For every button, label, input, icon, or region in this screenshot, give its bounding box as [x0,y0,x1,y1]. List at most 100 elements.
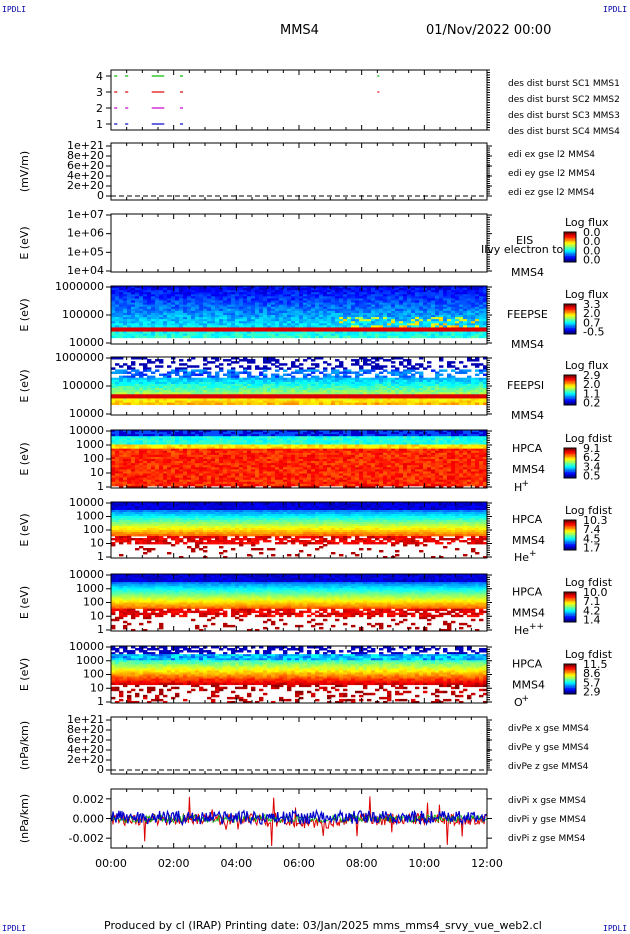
feepsi-cell [383,365,388,368]
feepsi-cell [195,402,200,406]
feepsi-cell [279,388,284,391]
feepse-cell [219,308,224,312]
feepsi-cell [363,390,368,393]
feepse-cell [115,292,120,295]
feepse-cell [343,335,348,339]
feepse-cell [447,290,452,293]
feepse-cell [279,304,284,308]
hpca_h-cell [119,456,124,460]
feepsi-cell [263,400,268,403]
feepsi-cell [175,373,180,377]
feepsi-cell [343,369,348,372]
feepsi-cell [467,377,472,381]
feepse-cell [299,331,304,335]
feepse-cell [171,304,176,308]
feepse-cell [247,327,252,330]
feepsi-cell [359,383,364,387]
feepsi-cell [439,365,444,368]
feepse-cell [343,333,348,337]
feepse-cell [171,329,176,332]
feepsi-cell [411,365,416,368]
feepse-cell [243,300,248,303]
feepse-cell [279,286,284,289]
feepsi-cell [371,365,376,368]
feepse-cell [251,288,256,291]
feepse-cell [315,288,320,291]
feepsi-cell [447,402,452,406]
feepsi-cell [247,394,252,397]
feepsi-cell [399,357,404,360]
feepse-cell [175,317,180,320]
feepse-cell [203,327,208,330]
edi-frame [110,142,488,201]
feepse-cell [135,286,140,289]
feepsi-cell [463,402,468,406]
feepse-cell [135,331,140,335]
feepse-cell [159,286,164,289]
feepsi-cell [271,394,276,397]
feepse-cell [427,329,432,332]
feepse-cell [199,290,204,293]
feepse-cell [135,323,140,326]
feepse-cell [427,292,432,295]
feepse-cell [351,300,356,303]
feepse-cell [363,294,368,297]
feepsi-cell [179,388,184,391]
feepse-cell [387,308,392,312]
feepse-cell [411,317,416,320]
feepsi-cell [163,375,168,379]
feepse-cell [367,286,372,289]
feepse-cell [159,304,164,308]
feepse-cell [319,308,324,312]
feepse-cell [279,325,284,328]
feepse-cell [435,310,440,314]
feepse-cell [367,306,372,310]
feepsi-cell [247,377,252,381]
feepse-cell [379,312,384,316]
feepse-cell [199,300,204,303]
feepse-cell [255,290,260,293]
feepse-cell [207,290,212,293]
feepsi-cell [339,375,344,379]
feepsi-cell [291,361,296,364]
feepsi-cell [275,398,280,401]
feepse-cell [155,310,160,314]
feepse-cell [371,331,376,335]
feepsi-cell [391,402,396,406]
feepse-cell [231,331,236,335]
feepsi-cell [483,386,488,389]
feepse-cell [391,335,396,339]
feepse-cell [475,302,480,306]
feepse-cell [411,308,416,312]
feepse-cell [463,302,468,306]
feepsi-cbar-cell [564,387,576,389]
feepse-cell [455,286,460,289]
feepsi-cell [239,394,244,397]
feepse-cell [467,312,472,316]
feepse-cell [123,319,128,322]
feepsi-cell [427,379,432,383]
feepse-cell [415,329,420,332]
feepse-cell [303,335,308,339]
feepsi-cell [175,396,180,399]
feepse-cell [419,323,424,326]
feepse-cell [375,294,380,297]
feepsi-cell [139,402,144,406]
feepse-cell [159,306,164,310]
feepse-cell [239,296,244,299]
feepse-cell [375,292,380,295]
feepsi-cell [459,396,464,399]
feepse-cell [235,296,240,299]
feepsi-ylabel: E (eV) [18,369,31,402]
feepse-cell [435,331,440,335]
feepse-cell [327,294,332,297]
feepse-cell [387,296,392,299]
feepse-cell [327,304,332,308]
feepse-cell [427,288,432,291]
feepsi-cell [223,388,228,391]
feepsi-cell [227,398,232,401]
feepse-cell [391,329,396,332]
eis-cbar-cell [564,245,576,248]
feepsi-cell [327,363,332,366]
